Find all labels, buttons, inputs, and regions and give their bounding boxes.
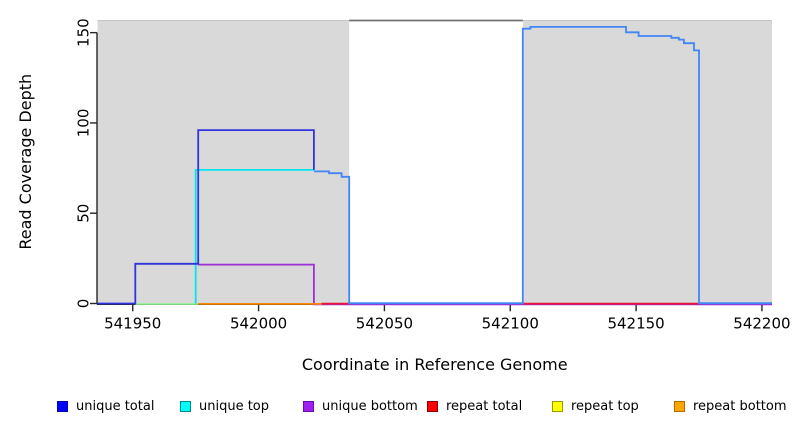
legend-swatch-icon bbox=[57, 401, 68, 412]
y-tick-label: 0 bbox=[75, 299, 93, 309]
legend-label: repeat top bbox=[571, 399, 639, 414]
x-tick-label: 541950 bbox=[104, 315, 161, 333]
legend-item-repeat-bottom: repeat bottom bbox=[674, 399, 787, 414]
y-tick-label: 150 bbox=[75, 18, 93, 47]
shaded-region bbox=[97, 20, 350, 303]
legend-item-repeat-top: repeat top bbox=[552, 399, 639, 414]
x-tick-label: 542150 bbox=[607, 315, 664, 333]
legend-item-repeat-total: repeat total bbox=[427, 399, 522, 414]
legend-label: unique bottom bbox=[322, 399, 418, 414]
legend-item-unique-top: unique top bbox=[180, 399, 269, 414]
y-tick-label: 50 bbox=[75, 204, 93, 223]
legend-swatch-icon bbox=[180, 401, 191, 412]
legend-label: repeat bottom bbox=[693, 399, 787, 414]
series-unique-top bbox=[194, 168, 314, 304]
legend-label: unique top bbox=[199, 399, 270, 414]
x-tick-label: 542100 bbox=[482, 315, 539, 333]
x-tick-label: 542200 bbox=[733, 315, 790, 333]
y-axis-title: Read Coverage Depth bbox=[16, 74, 35, 250]
legend-swatch-icon bbox=[427, 401, 438, 412]
y-tick-label: 100 bbox=[75, 109, 93, 138]
series-total-coverage bbox=[313, 25, 772, 305]
legend-item-unique-total: unique total bbox=[57, 399, 154, 414]
x-tick-label: 542050 bbox=[356, 315, 413, 333]
legend-item-unique-bottom: unique bottom bbox=[303, 399, 418, 414]
series-unique-total bbox=[97, 129, 315, 305]
legend-label: repeat total bbox=[446, 399, 523, 414]
x-tick-label: 542000 bbox=[230, 315, 287, 333]
shaded-repeat-regions bbox=[97, 20, 772, 303]
coverage-series bbox=[97, 25, 772, 306]
legend-swatch-icon bbox=[303, 401, 314, 412]
legend-label: unique total bbox=[76, 399, 155, 414]
legend-swatch-icon bbox=[552, 401, 563, 412]
x-axis-title: Coordinate in Reference Genome bbox=[302, 355, 568, 374]
legend-swatch-icon bbox=[674, 401, 685, 412]
shaded-region bbox=[522, 20, 772, 303]
plot-legend: unique total unique top unique bottom repea… bbox=[0, 399, 792, 423]
